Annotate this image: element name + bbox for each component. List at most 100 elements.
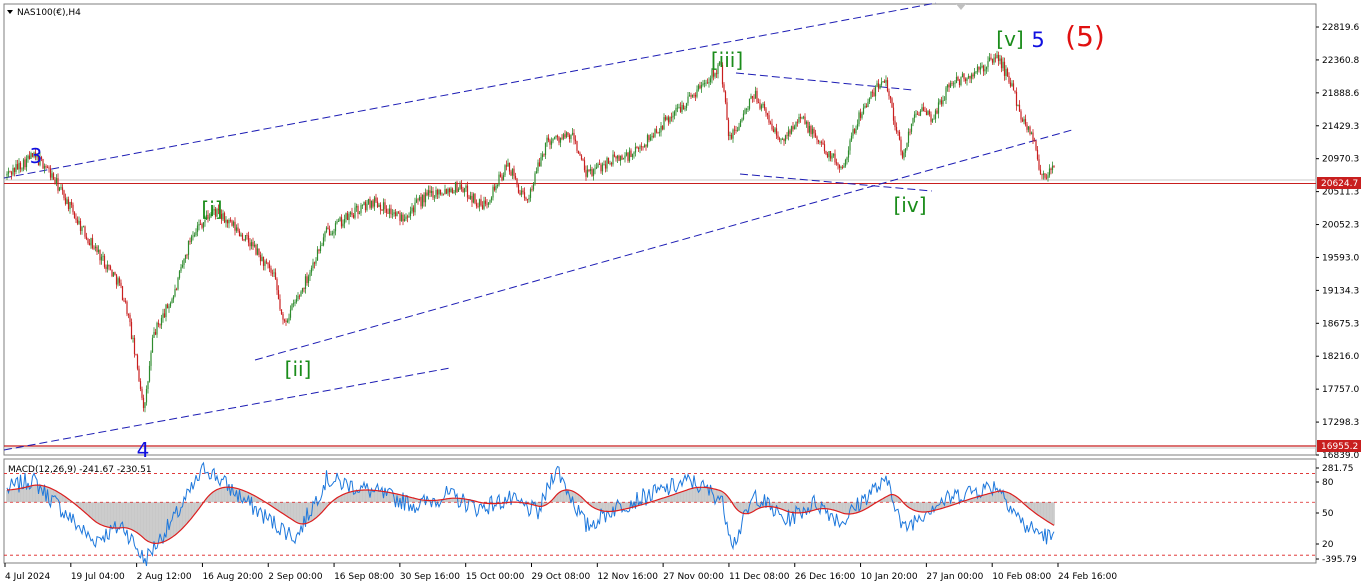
candle-body [750, 96, 752, 99]
candle-body [729, 134, 731, 136]
candle-body [93, 247, 95, 249]
macd-axis: 281.75 80 50 20 -395.79 [1316, 464, 1357, 565]
candle-body [414, 202, 416, 213]
candle-body [576, 141, 578, 151]
candle-body [808, 126, 811, 133]
candle-body [579, 153, 581, 156]
candle-body [529, 189, 532, 198]
candle-body [243, 239, 245, 241]
candle-body [108, 264, 110, 267]
time-tick-label: 24 Feb 16:00 [1058, 572, 1117, 582]
candle-body [697, 85, 700, 90]
candle-body [568, 135, 571, 139]
candle-body [478, 199, 481, 207]
candle-body [211, 210, 214, 215]
candle-body [370, 200, 373, 208]
candle-body [861, 113, 863, 118]
candle-body [177, 277, 179, 290]
candle-body [318, 249, 320, 252]
candle-body [801, 117, 803, 119]
candle-body [250, 242, 253, 247]
candle-body [997, 54, 1000, 62]
candle-body [439, 189, 442, 195]
candle-body [67, 199, 70, 210]
candle-body [319, 245, 322, 252]
candle-body [702, 83, 704, 86]
candle-body [273, 272, 275, 274]
candle-body [453, 192, 455, 194]
candle-body [819, 141, 821, 143]
candle-body [1026, 124, 1028, 130]
candle-body [1023, 119, 1025, 122]
candle-body [400, 214, 403, 221]
candle-body [687, 96, 689, 104]
time-tick-label: 10 Feb 08:00 [992, 572, 1051, 582]
candle-body [961, 73, 964, 78]
candle-body [339, 217, 341, 222]
candle-body [175, 289, 178, 290]
candle-body [517, 184, 520, 193]
candle-body [781, 138, 784, 140]
candle-body [711, 69, 713, 79]
candle-body [879, 84, 881, 89]
candle-body [775, 128, 778, 136]
mid-channel-line [254, 129, 1073, 361]
candle-body [324, 231, 326, 238]
price-tick-label: 20052.3 [1322, 221, 1359, 231]
candle-body [369, 199, 371, 208]
candle-body [867, 101, 869, 107]
chart-menu-arrow-icon[interactable] [7, 10, 13, 14]
candle-body [397, 212, 400, 214]
candle-body [531, 189, 533, 191]
candle-body [831, 155, 833, 159]
candle-body [981, 65, 983, 68]
candle-body [511, 168, 514, 176]
candle-body [297, 295, 299, 299]
candle-body [10, 172, 13, 175]
candle-body [561, 137, 563, 139]
candle-body [624, 155, 626, 159]
price-panel[interactable] [3, 2, 1316, 451]
candle-body [199, 224, 202, 225]
candle-body [165, 304, 167, 318]
candle-body [552, 138, 554, 142]
candle-body [925, 111, 928, 116]
candle-body [469, 195, 472, 199]
candle-body [631, 153, 634, 157]
candle-body [90, 238, 92, 246]
candle-body [583, 160, 586, 171]
macd-panel[interactable] [4, 461, 1316, 567]
time-tick-label: 11 Dec 08:00 [729, 572, 790, 582]
candle-body [709, 78, 712, 83]
candle-body [373, 197, 376, 207]
candle-body [892, 107, 895, 121]
candle-body [220, 213, 223, 220]
candle-body [327, 227, 329, 230]
price-tick-label: 20970.3 [1322, 155, 1359, 165]
candle-body [123, 300, 125, 302]
candle-body [468, 197, 470, 199]
candle-body [825, 151, 827, 154]
candle-body [550, 141, 553, 145]
candle-body [112, 272, 115, 277]
candle-body [252, 242, 254, 247]
price-tick-label: 22819.6 [1322, 23, 1359, 33]
candle-body [786, 135, 788, 137]
time-tick-label: 15 Oct 00:00 [466, 572, 525, 582]
price-tick-label: 19593.0 [1322, 253, 1359, 263]
price-tick-label: 22360.8 [1322, 56, 1359, 66]
candle-body [15, 164, 17, 172]
candle-body [532, 183, 535, 190]
time-tick-label: 27 Jan 00:00 [926, 572, 983, 582]
candle-body [537, 162, 539, 172]
candle-body [837, 163, 839, 166]
shift-marker-icon[interactable] [956, 4, 966, 10]
candle-body [895, 126, 898, 132]
candle-body [153, 332, 155, 338]
candle-body [415, 199, 418, 203]
candle-body [207, 214, 209, 219]
candle-body [684, 108, 686, 110]
candle-body [655, 129, 658, 133]
candle-body [967, 76, 970, 78]
